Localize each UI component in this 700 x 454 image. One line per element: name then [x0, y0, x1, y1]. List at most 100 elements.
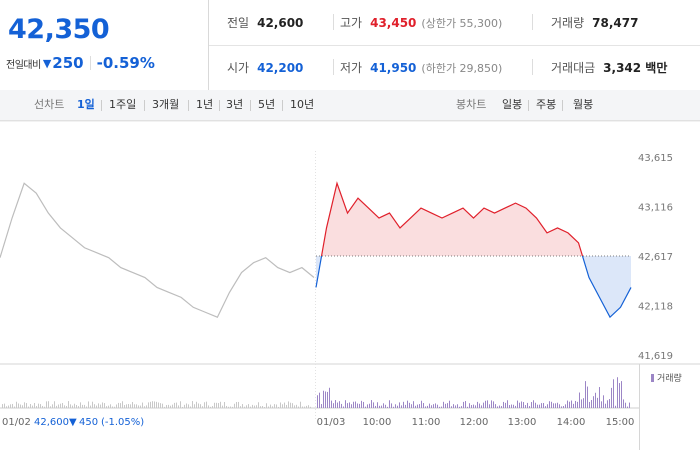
prev-day-footer-text: 01/02 — [2, 417, 31, 428]
volume-bar — [333, 403, 334, 408]
volume-bar — [589, 401, 590, 408]
volume-bar — [467, 406, 468, 408]
today-series — [315, 181, 632, 319]
volume-bar — [347, 403, 348, 408]
volume-bar — [48, 401, 49, 408]
volume-bar — [419, 404, 420, 408]
volume-bar — [56, 405, 57, 408]
volume-bar — [627, 406, 628, 408]
volume-bar — [42, 405, 43, 408]
y-tick-label: 42,617 — [638, 252, 673, 263]
y-tick-label: 43,615 — [638, 153, 673, 164]
volume-bar — [473, 404, 474, 408]
volume-bar — [32, 405, 33, 408]
volume-bar — [351, 404, 352, 408]
volume-bar — [373, 402, 374, 408]
period-1w-button[interactable]: 1주일 — [109, 98, 137, 111]
volume-bar — [623, 399, 624, 408]
volume-bar — [174, 402, 175, 408]
volume-bar — [513, 404, 514, 408]
volume-bar — [98, 403, 99, 408]
volume-bar — [284, 402, 285, 408]
volume-bar — [525, 405, 526, 408]
volume-bar — [507, 400, 508, 408]
volume-bar — [509, 405, 510, 408]
volume-bar — [461, 406, 462, 408]
volume-bar — [543, 403, 544, 408]
volume-bar — [200, 404, 201, 408]
volume-bar — [274, 404, 275, 408]
y-axis-ticks: 43,615 43,116 42,617 42,118 41,619 — [638, 153, 673, 362]
volume-bar — [505, 402, 506, 408]
volume-bar — [164, 406, 165, 408]
volume-bar — [395, 404, 396, 408]
candle-monthly-button[interactable]: 월봉 — [573, 98, 594, 111]
volume-bar — [477, 401, 478, 408]
volume-bar — [407, 400, 408, 408]
volume-bar — [140, 405, 141, 408]
volume-bar — [561, 406, 562, 408]
period-1d-button[interactable]: 1일 — [77, 98, 95, 111]
volume-bar — [226, 405, 227, 408]
volume-bar — [341, 403, 342, 408]
period-1y-button[interactable]: 1년 — [196, 98, 214, 111]
volume-bar — [300, 401, 301, 408]
period-3m-button[interactable]: 3개월 — [152, 98, 180, 111]
price-summary: 42,350 전일대비 ▼ 250 -0.59% — [0, 0, 209, 90]
volume-bar — [517, 400, 518, 408]
volume-bar — [30, 404, 31, 408]
divider — [250, 100, 251, 111]
high-cell: 고가 43,450 (상한가 55,300) — [340, 0, 502, 45]
candle-weekly-button[interactable]: 주봉 — [536, 98, 557, 111]
volume-bar — [541, 403, 542, 408]
volume-bar — [280, 402, 281, 408]
period-10y-button[interactable]: 10년 — [290, 98, 315, 111]
volume-bar — [535, 402, 536, 408]
volume-bar — [214, 402, 215, 408]
volume-bar — [66, 405, 67, 408]
volume-bar — [527, 402, 528, 408]
volume-bar — [170, 405, 171, 408]
volume-bar — [529, 406, 530, 408]
volume-bar — [240, 406, 241, 408]
volume-legend-swatch — [651, 374, 654, 382]
volume-bar — [106, 406, 107, 408]
candle-daily-button[interactable]: 일봉 — [502, 98, 523, 111]
period-5y-button[interactable]: 5년 — [258, 98, 276, 111]
volume-bar — [22, 405, 23, 408]
prev-day-series — [0, 182, 315, 318]
volume-bar — [190, 406, 191, 408]
prev-day-footer-text: 450 — [79, 417, 98, 428]
volume-bar — [493, 401, 494, 408]
divider — [101, 100, 102, 111]
volume-bar — [108, 405, 109, 408]
volume-bar — [282, 404, 283, 408]
volume-bar — [68, 401, 69, 408]
period-3y-button[interactable]: 3년 — [226, 98, 244, 111]
x-tick-label: 01/03 — [317, 417, 346, 428]
volume-bar — [465, 401, 466, 408]
change-percent: -0.59% — [96, 54, 155, 72]
volume-bar — [16, 401, 17, 408]
volume-bar — [184, 404, 185, 408]
line-chart-label: 선차트 — [34, 98, 65, 111]
volume-bar — [437, 404, 438, 408]
volume-bar — [194, 404, 195, 408]
volume-bar — [459, 406, 460, 408]
volume-bar — [621, 381, 622, 408]
volume-bar — [254, 405, 255, 408]
volume-bar — [196, 401, 197, 408]
volume-bar — [302, 406, 303, 408]
change-label: 전일대비 — [6, 59, 41, 71]
volume-bar — [537, 404, 538, 408]
volume-bar — [172, 404, 173, 408]
x-tick-label: 14:00 — [557, 417, 586, 428]
volume-bar — [24, 402, 25, 408]
volume-bar — [90, 405, 91, 408]
volume-bar — [54, 401, 55, 408]
prev-day-footer-text: 42,600 — [34, 417, 69, 428]
volume-bar — [122, 401, 123, 408]
volume-bar — [238, 401, 239, 408]
volume-bar — [545, 406, 546, 408]
volume-bar — [166, 405, 167, 408]
